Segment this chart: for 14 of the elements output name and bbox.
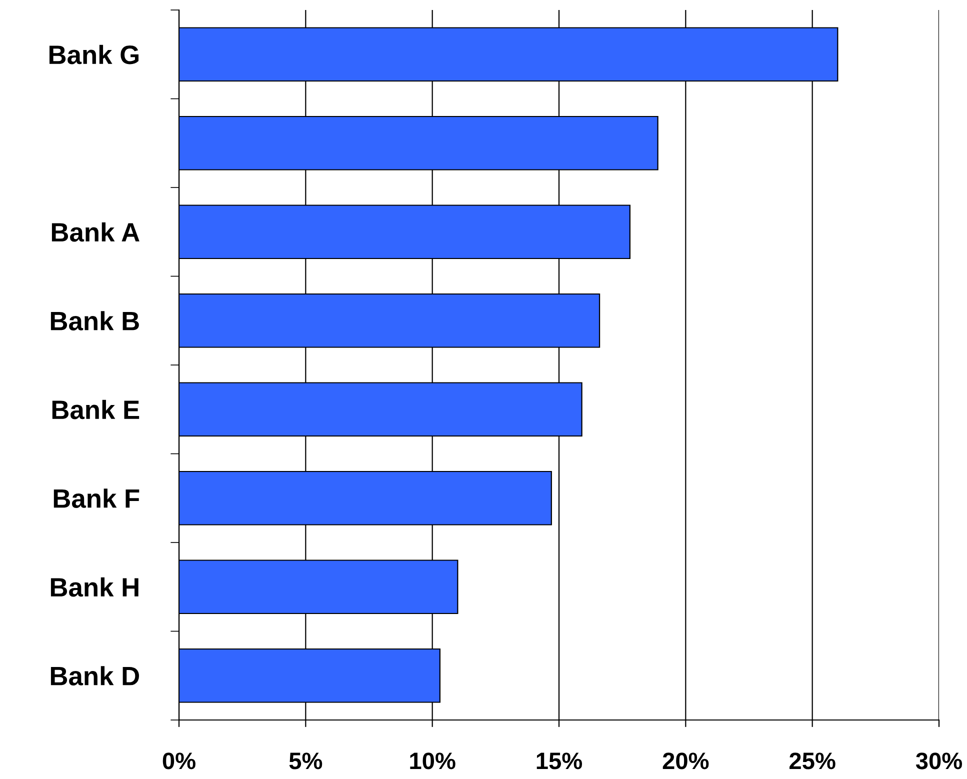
y-tick-label: Bank G (49, 44, 138, 64)
y-tick-label: Bank F (54, 488, 140, 508)
x-tick-label: 15% (536, 752, 582, 770)
y-tick-label: Bank E (52, 400, 140, 420)
y-tick-label: Bank H (50, 577, 138, 597)
x-tick-label: 30% (916, 752, 962, 770)
y-tick-label: Bank A (52, 222, 140, 242)
x-tick-label: 20% (662, 752, 709, 770)
x-tick-label: 25% (790, 752, 836, 770)
x-tick-label: 10% (410, 752, 456, 770)
y-tick-label: Bank D (50, 666, 140, 686)
x-tick-label: 5% (289, 752, 322, 770)
x-tick-label: 0% (162, 752, 196, 770)
y-tick-label: Bank B (50, 311, 139, 330)
